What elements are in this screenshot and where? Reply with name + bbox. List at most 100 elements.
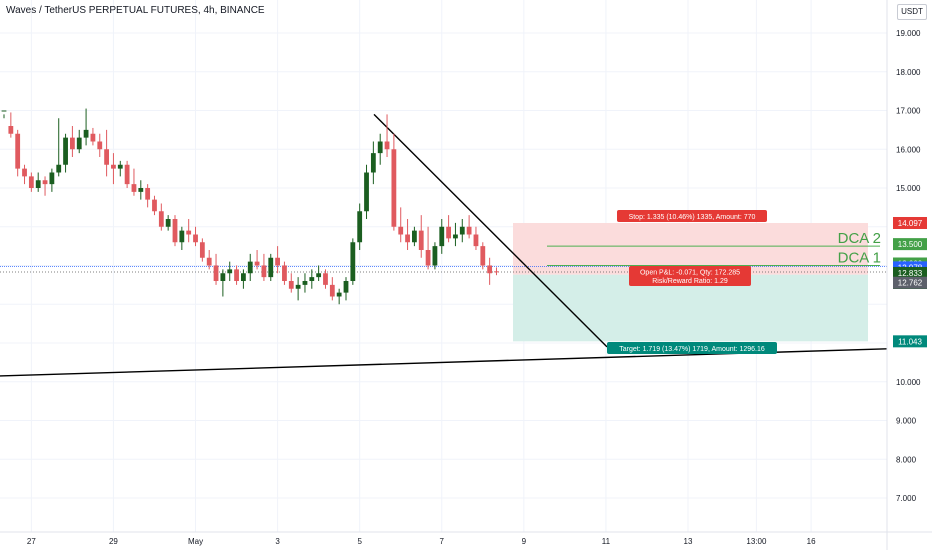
stop-price-tag — [893, 216, 927, 229]
candle-body — [104, 149, 109, 165]
candle-body — [70, 137, 75, 150]
dca1-label: DCA 1 — [838, 250, 881, 267]
dca2-price-tag — [893, 238, 927, 251]
candle-body — [227, 269, 233, 274]
candle-body — [63, 137, 68, 165]
candle-body — [28, 176, 34, 188]
candle-body — [35, 180, 41, 188]
candle-body — [97, 141, 103, 150]
candle-body — [193, 234, 198, 243]
currency-button[interactable]: USDT — [897, 4, 927, 20]
x-tick-label: 16 — [807, 537, 816, 546]
candle-body — [179, 230, 185, 243]
candle-body — [329, 284, 335, 297]
candle-body — [398, 226, 404, 235]
candle-body — [350, 242, 356, 281]
x-tick-label: 5 — [357, 537, 362, 546]
candle-body — [145, 188, 151, 200]
candle-body — [22, 168, 27, 177]
candle-body — [466, 226, 472, 235]
y-tick-label: 15.000 — [896, 184, 921, 193]
y-tick-label: 19.000 — [896, 29, 921, 38]
candle-body — [15, 133, 21, 169]
candle-body — [152, 199, 157, 212]
x-tick-label: 11 — [602, 537, 611, 546]
candle-body — [439, 226, 445, 247]
pnl-info-box — [629, 266, 751, 286]
y-tick-label: 7.000 — [896, 494, 917, 503]
candle-body — [391, 149, 397, 227]
candle-body — [90, 133, 96, 142]
candle-body — [418, 230, 424, 250]
target-price-tag — [893, 335, 927, 348]
candle-body — [8, 126, 14, 134]
candle-body — [377, 141, 383, 154]
y-tick-label: 18.000 — [896, 68, 921, 77]
candle-body — [234, 269, 239, 281]
dca2-label: DCA 2 — [838, 230, 881, 247]
candle-body — [295, 284, 301, 289]
candle-body — [453, 234, 458, 239]
candle-body — [384, 141, 390, 150]
candle-body — [261, 265, 267, 278]
candle-body — [172, 219, 178, 243]
y-tick-label: 8.000 — [896, 455, 917, 464]
stop-info-box — [617, 210, 767, 222]
candle-body — [241, 273, 246, 281]
candle-body — [459, 226, 465, 235]
candle-body — [49, 172, 55, 185]
y-tick-label: 9.000 — [896, 417, 917, 426]
x-tick-label: May — [188, 537, 203, 546]
candle-body — [124, 164, 130, 185]
candle-body — [370, 153, 376, 173]
candle-body — [309, 277, 315, 281]
y-tick-label: 10.000 — [896, 378, 921, 387]
candle-body — [138, 188, 144, 192]
candle-body — [254, 261, 260, 266]
candle-body — [199, 242, 205, 258]
x-tick-label: 7 — [440, 537, 445, 546]
candle-body — [275, 257, 280, 266]
candle-body — [288, 281, 294, 289]
candle-body — [1, 110, 7, 112]
candle-body — [323, 273, 328, 285]
candle-body — [117, 164, 123, 169]
candle-body — [111, 164, 116, 169]
candle-body — [42, 180, 48, 185]
entry-price-tag-text: 12.762 — [898, 279, 923, 288]
candle-body — [186, 230, 192, 235]
candle-body — [405, 234, 410, 243]
x-tick-label: 3 — [275, 537, 280, 546]
target-info-box — [607, 342, 777, 354]
candle-body — [343, 281, 349, 293]
candle-body — [364, 172, 369, 212]
candle-body — [76, 137, 82, 150]
dca2-price-tag-text: 13.500 — [898, 240, 923, 249]
candle-body — [83, 129, 89, 138]
stop-info-text: Stop: 1.335 (10.46%) 1335, Amount: 770 — [629, 214, 756, 221]
x-tick-label: 13 — [684, 537, 693, 546]
pnl-info-line2: Risk/Reward Ratio: 1.29 — [652, 278, 728, 285]
y-tick-label: 17.000 — [896, 107, 921, 116]
candle-body — [213, 265, 219, 281]
candle-body — [412, 230, 417, 243]
candle-body — [302, 281, 308, 285]
candle-body — [220, 273, 226, 281]
candle-body — [487, 265, 493, 274]
x-tick-label: 27 — [27, 537, 36, 546]
candle-body — [446, 226, 451, 239]
symbol-title: Waves / TetherUS PERPETUAL FUTURES, 4h, … — [6, 5, 265, 16]
stop-price-tag-text: 14.097 — [898, 219, 923, 228]
candle-body — [206, 257, 212, 266]
candle-body — [473, 234, 479, 247]
candle-body — [131, 184, 137, 192]
candle-body — [336, 292, 342, 297]
candle-body — [56, 164, 62, 173]
candle-body — [432, 246, 438, 266]
x-tick-label: 9 — [522, 537, 527, 546]
resistance-trendline — [373, 113, 608, 348]
candle-body — [282, 265, 287, 281]
candle-body — [158, 211, 164, 227]
